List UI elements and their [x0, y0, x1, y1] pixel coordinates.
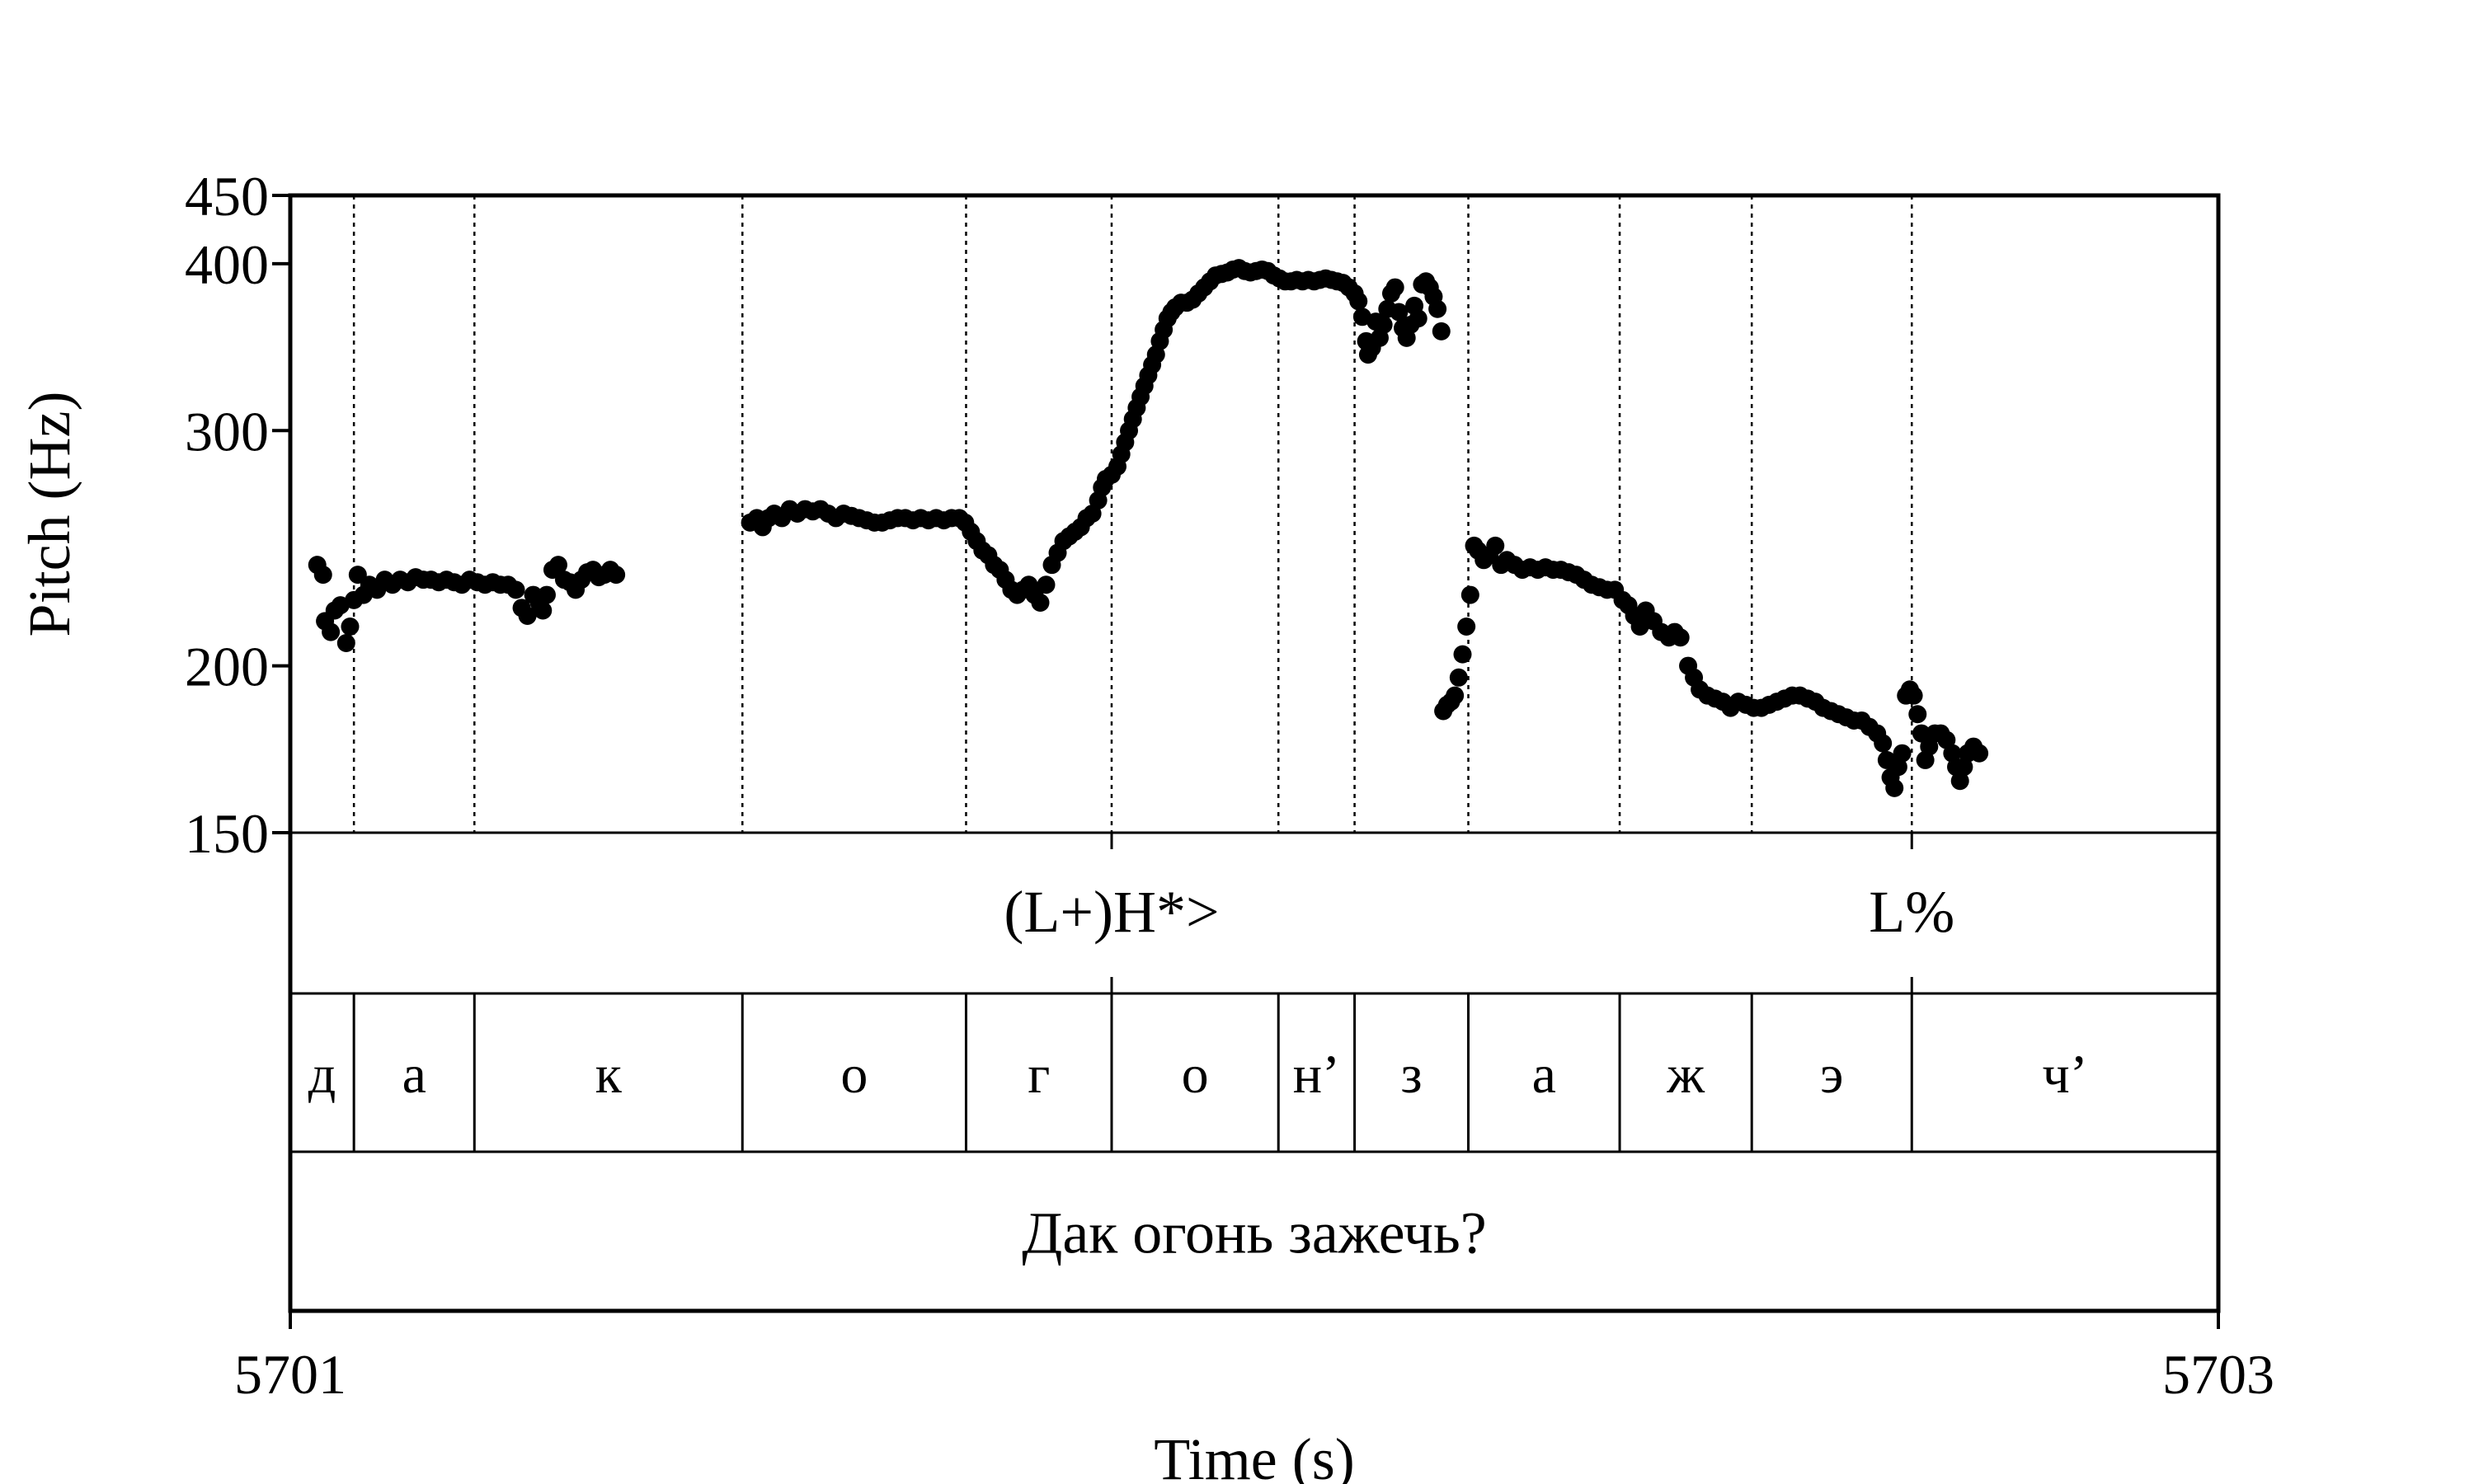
pitch-point	[506, 580, 525, 599]
x-tick-label: 5703	[2162, 1343, 2274, 1406]
sentence-tier-text: Дак огонь зажечь?	[1022, 1200, 1487, 1266]
pitch-point	[1671, 628, 1690, 647]
pitch-point	[1893, 744, 1912, 763]
segment-label: э	[1820, 1045, 1843, 1105]
pitch-point	[341, 617, 360, 636]
tone-label: (L+)H*>	[1004, 879, 1219, 945]
pitch-point	[336, 633, 355, 652]
pitch-point	[1031, 593, 1050, 612]
segment-label: д	[308, 1045, 336, 1105]
pitch-point	[1457, 617, 1476, 636]
pitch-point	[1908, 705, 1927, 724]
y-tick-label: 200	[185, 636, 269, 698]
segment-boundary-lines	[352, 195, 1913, 1152]
segment-label: ж	[1666, 1045, 1705, 1105]
pitch-point	[1374, 316, 1393, 335]
pitch-point	[1349, 292, 1368, 311]
segment-label: а	[1532, 1045, 1556, 1105]
segment-label: з	[1401, 1045, 1423, 1105]
segment-label: н’	[1293, 1045, 1340, 1105]
pitch-point-series	[308, 259, 1989, 797]
x-axis-ticks: 5701 5703	[234, 1311, 2274, 1406]
pitch-point	[1904, 686, 1923, 705]
x-tick-label: 5701	[234, 1343, 346, 1406]
plot-frame	[288, 193, 2221, 1313]
pitch-point	[1912, 724, 1931, 743]
pitch-point	[1486, 536, 1505, 555]
y-tick-label: 450	[185, 165, 269, 228]
segment-label: г	[1028, 1045, 1050, 1105]
pitch-point	[1449, 668, 1468, 687]
segment-label: ч’	[2043, 1045, 2088, 1105]
pitch-point	[1409, 309, 1427, 328]
pitch-point	[322, 622, 341, 641]
tone-label: L%	[1869, 879, 1954, 945]
segment-label: к	[595, 1045, 623, 1105]
pitch-point	[1428, 299, 1447, 318]
pitch-point	[1385, 278, 1404, 297]
pitch-point	[548, 556, 567, 575]
pitch-point	[1446, 686, 1465, 705]
y-tick-label: 400	[185, 233, 269, 296]
segment-label: а	[402, 1045, 426, 1105]
pitch-point	[1460, 585, 1479, 604]
pitch-point	[534, 601, 553, 620]
y-tick-label: 300	[185, 400, 269, 463]
pitch-point	[607, 566, 626, 585]
pitch-point	[1888, 758, 1907, 777]
pitch-point	[1970, 744, 1989, 763]
pitch-point	[518, 606, 537, 625]
tier-separators	[290, 831, 2218, 1153]
segment-tier: д а к о г о н’ з а ж э ч’	[308, 1045, 2088, 1105]
pitch-point	[1037, 575, 1056, 594]
segment-label: о	[840, 1045, 868, 1105]
pitch-point	[537, 585, 556, 604]
pitch-point	[1943, 744, 1962, 763]
y-tick-label: 150	[185, 802, 269, 865]
pitch-point	[1874, 734, 1893, 753]
segment-label: о	[1182, 1045, 1209, 1105]
pitch-point	[1432, 322, 1451, 340]
pitch-point	[1950, 772, 1969, 791]
pitch-point	[1885, 778, 1904, 797]
pitch-point	[313, 566, 332, 585]
pitch-point	[1954, 758, 1973, 777]
y-axis-title: Pitch (Hz)	[16, 392, 82, 637]
pitch-point	[1390, 303, 1409, 322]
x-axis-title: Time (s)	[1154, 1426, 1354, 1484]
pitch-point	[1453, 645, 1472, 664]
tone-tier: (L+)H*> L%	[1004, 833, 1954, 993]
